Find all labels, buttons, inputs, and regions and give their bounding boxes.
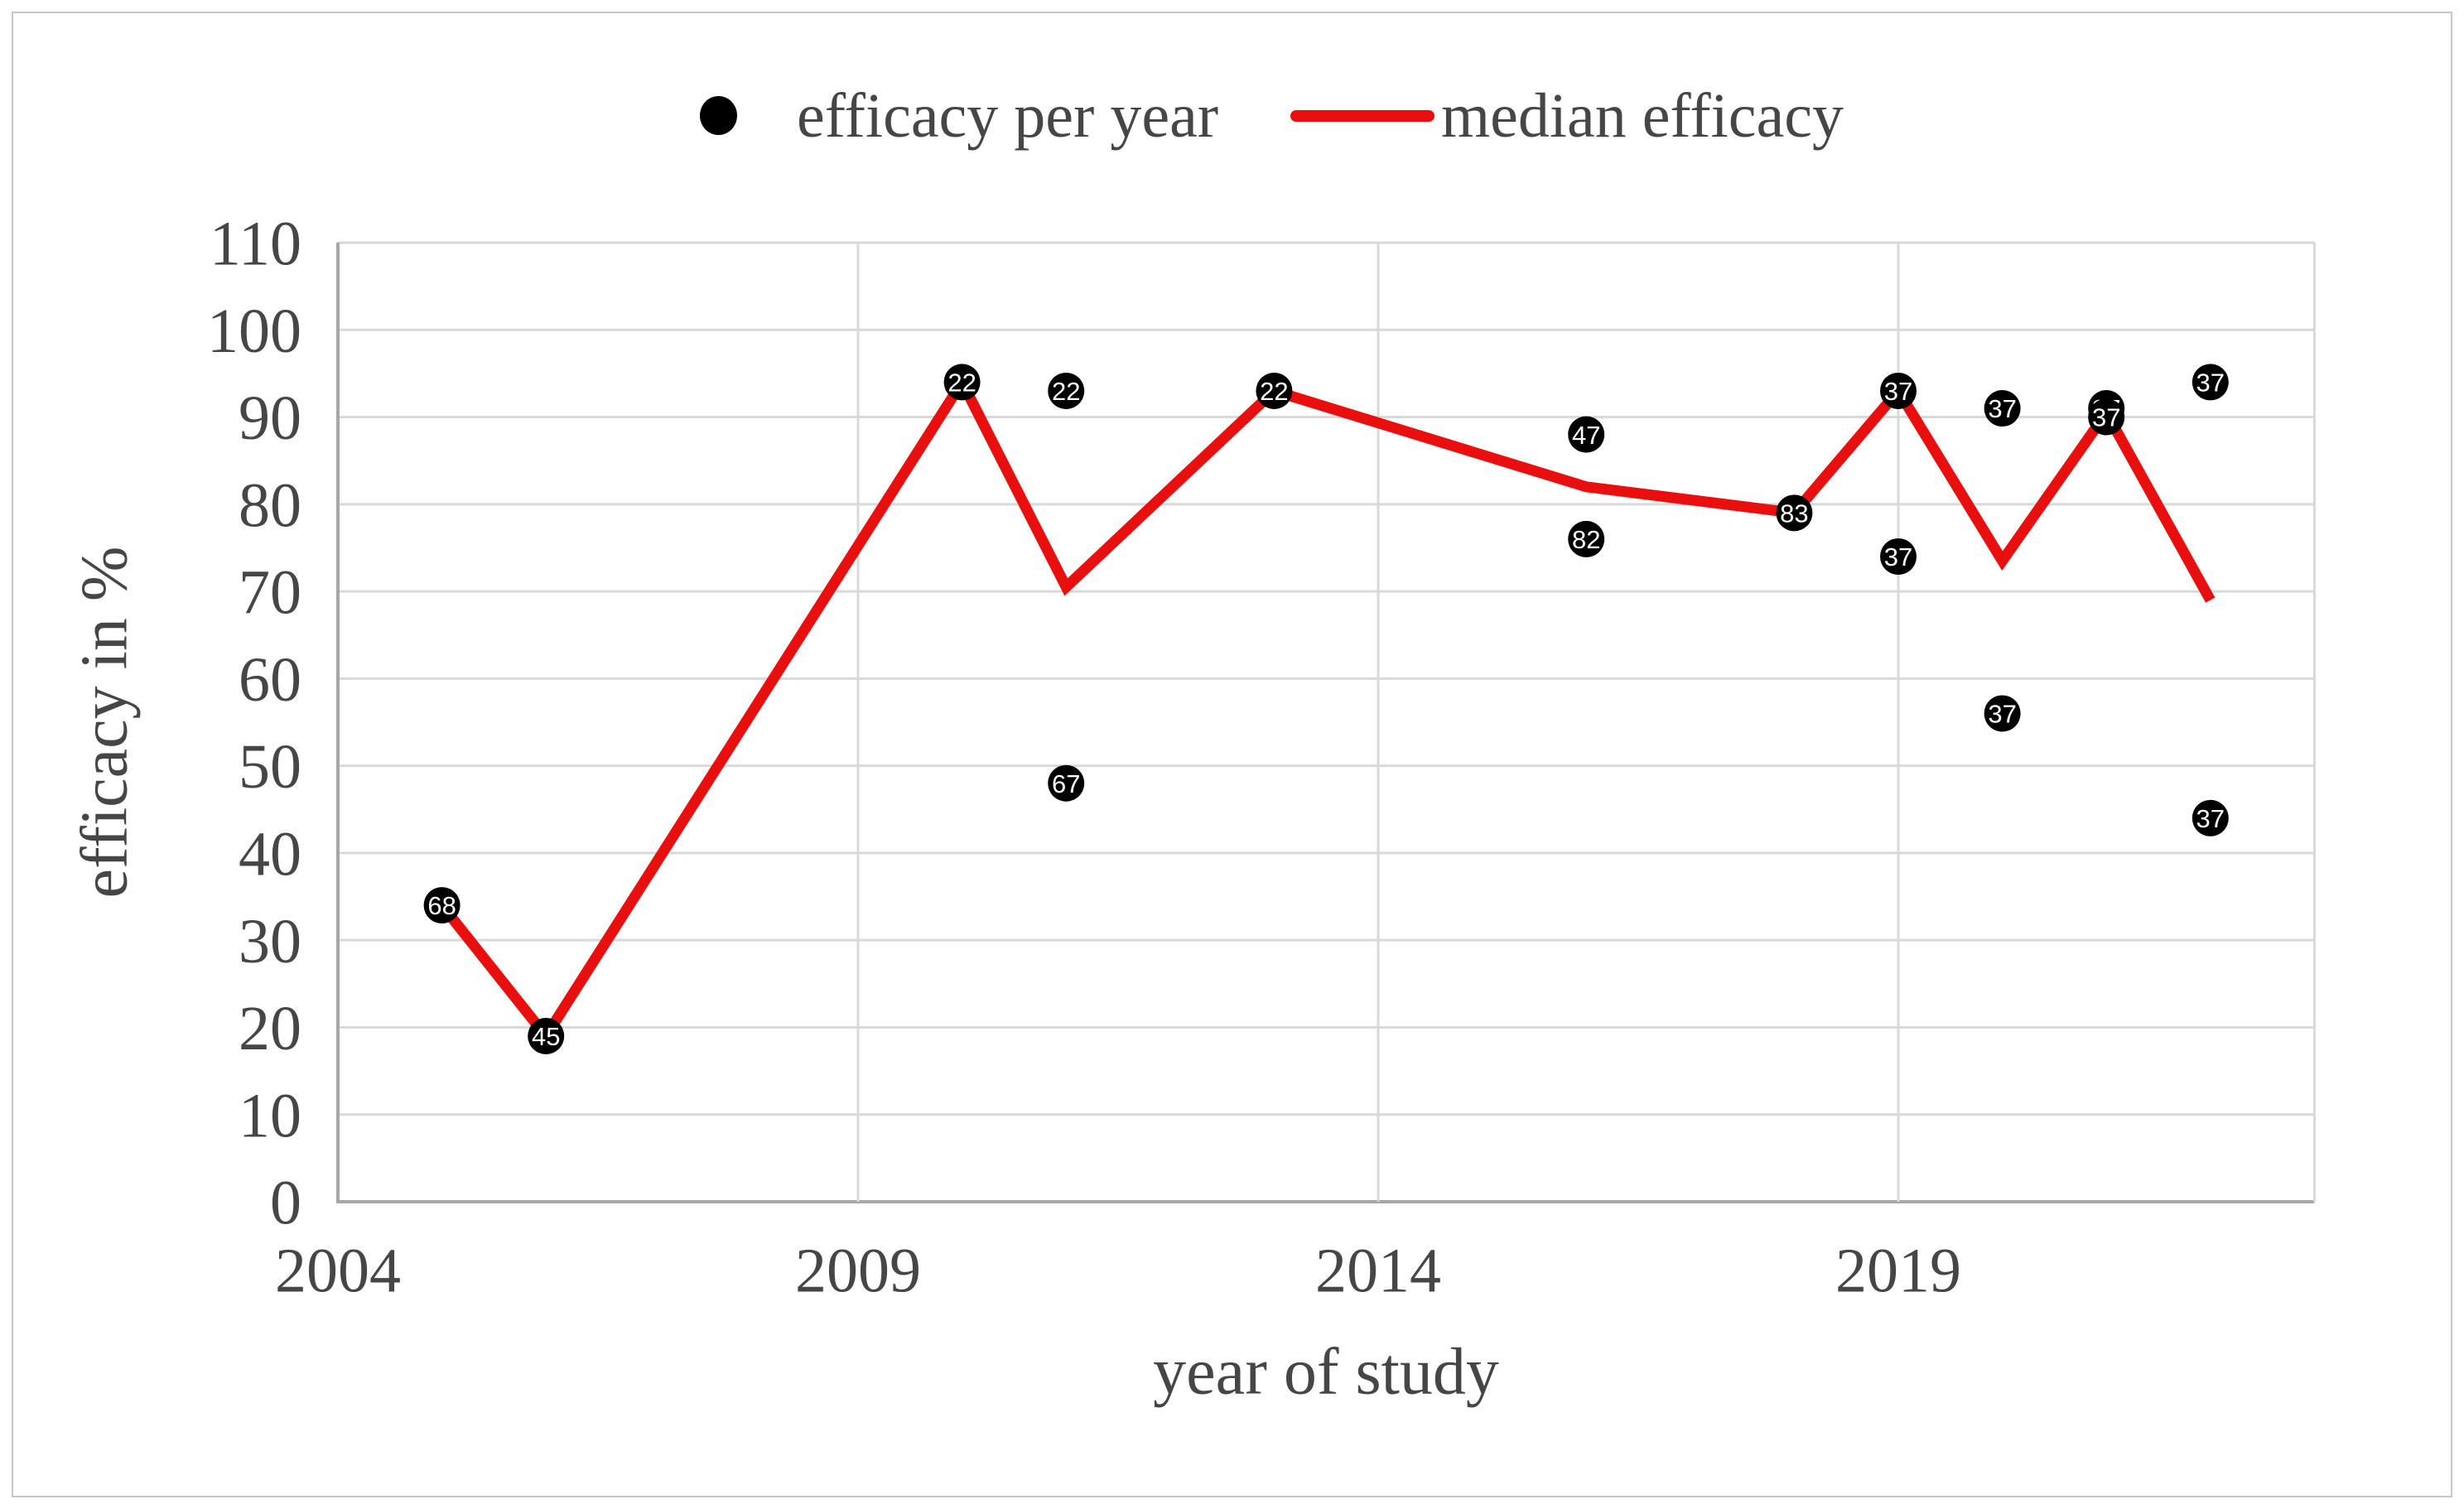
legend-label-efficacy-per-year: efficacy per year [797,81,1219,151]
data-point-dot [1984,695,2021,732]
y-axis-title: efficacy in % [68,546,142,899]
data-point-dot [2192,799,2229,836]
data-point-dot [2192,364,2229,401]
legend-line-marker [1290,110,1435,122]
data-point-dot [2088,398,2125,436]
y-tick-label-80: 80 [239,470,301,540]
plot-area: 6845222267224782833737373737373737010203… [207,210,2316,1306]
y-tick-label-40: 40 [239,820,301,889]
data-point-label: 45 [532,1022,560,1051]
data-point-label: 67 [1052,769,1080,798]
y-tick-label-70: 70 [239,558,301,628]
legend-dot-marker [700,96,737,135]
data-point-dot [528,1017,565,1054]
data-point-dot [1048,764,1085,802]
y-tick-label-110: 110 [210,210,301,279]
data-point-dot [1880,538,1917,575]
x-tick-label-2014: 2014 [1315,1237,1441,1306]
data-point-label: 37 [2196,804,2225,833]
data-point-dot [943,364,981,401]
y-tick-label-50: 50 [239,732,301,802]
y-tick-label-100: 100 [207,296,301,366]
x-tick-label-2009: 2009 [795,1237,921,1306]
data-point-label: 37 [1988,700,2016,729]
data-point-dot [1568,520,1605,557]
data-point-dot [423,887,460,924]
y-tick-label-30: 30 [239,907,301,976]
data-point-dot [1256,372,1293,409]
legend-label-median-efficacy: median efficacy [1441,81,1844,151]
data-point-label: 83 [1780,499,1808,528]
data-point-dot [1984,390,2021,427]
y-tick-label-10: 10 [239,1081,301,1150]
y-tick-label-20: 20 [239,994,301,1063]
data-point-label: 22 [1260,377,1288,406]
median-efficacy-line [437,371,2216,1046]
data-point-label: 22 [948,369,976,398]
data-point-label: 22 [1052,377,1080,406]
data-point-label: 37 [2196,369,2225,398]
x-tick-label-2019: 2019 [1835,1237,1961,1306]
x-axis-title: year of study [1153,1335,1499,1409]
x-tick-label-2004: 2004 [275,1237,401,1306]
y-tick-label-0: 0 [270,1169,301,1238]
data-point-label: 82 [1572,525,1600,554]
data-point-label: 68 [427,891,456,920]
data-point-label: 37 [1884,542,1912,571]
data-point-label: 37 [1988,394,2016,423]
data-point-label: 47 [1572,421,1600,450]
y-tick-label-60: 60 [239,645,301,715]
data-point-label: 37 [2092,403,2120,432]
y-tick-label-90: 90 [239,383,301,453]
data-point-dot [1568,416,1605,453]
data-point-dot [1880,372,1917,409]
data-point-label: 37 [1884,377,1912,406]
data-point-dot [1048,372,1085,409]
data-point-dot [1776,494,1813,532]
